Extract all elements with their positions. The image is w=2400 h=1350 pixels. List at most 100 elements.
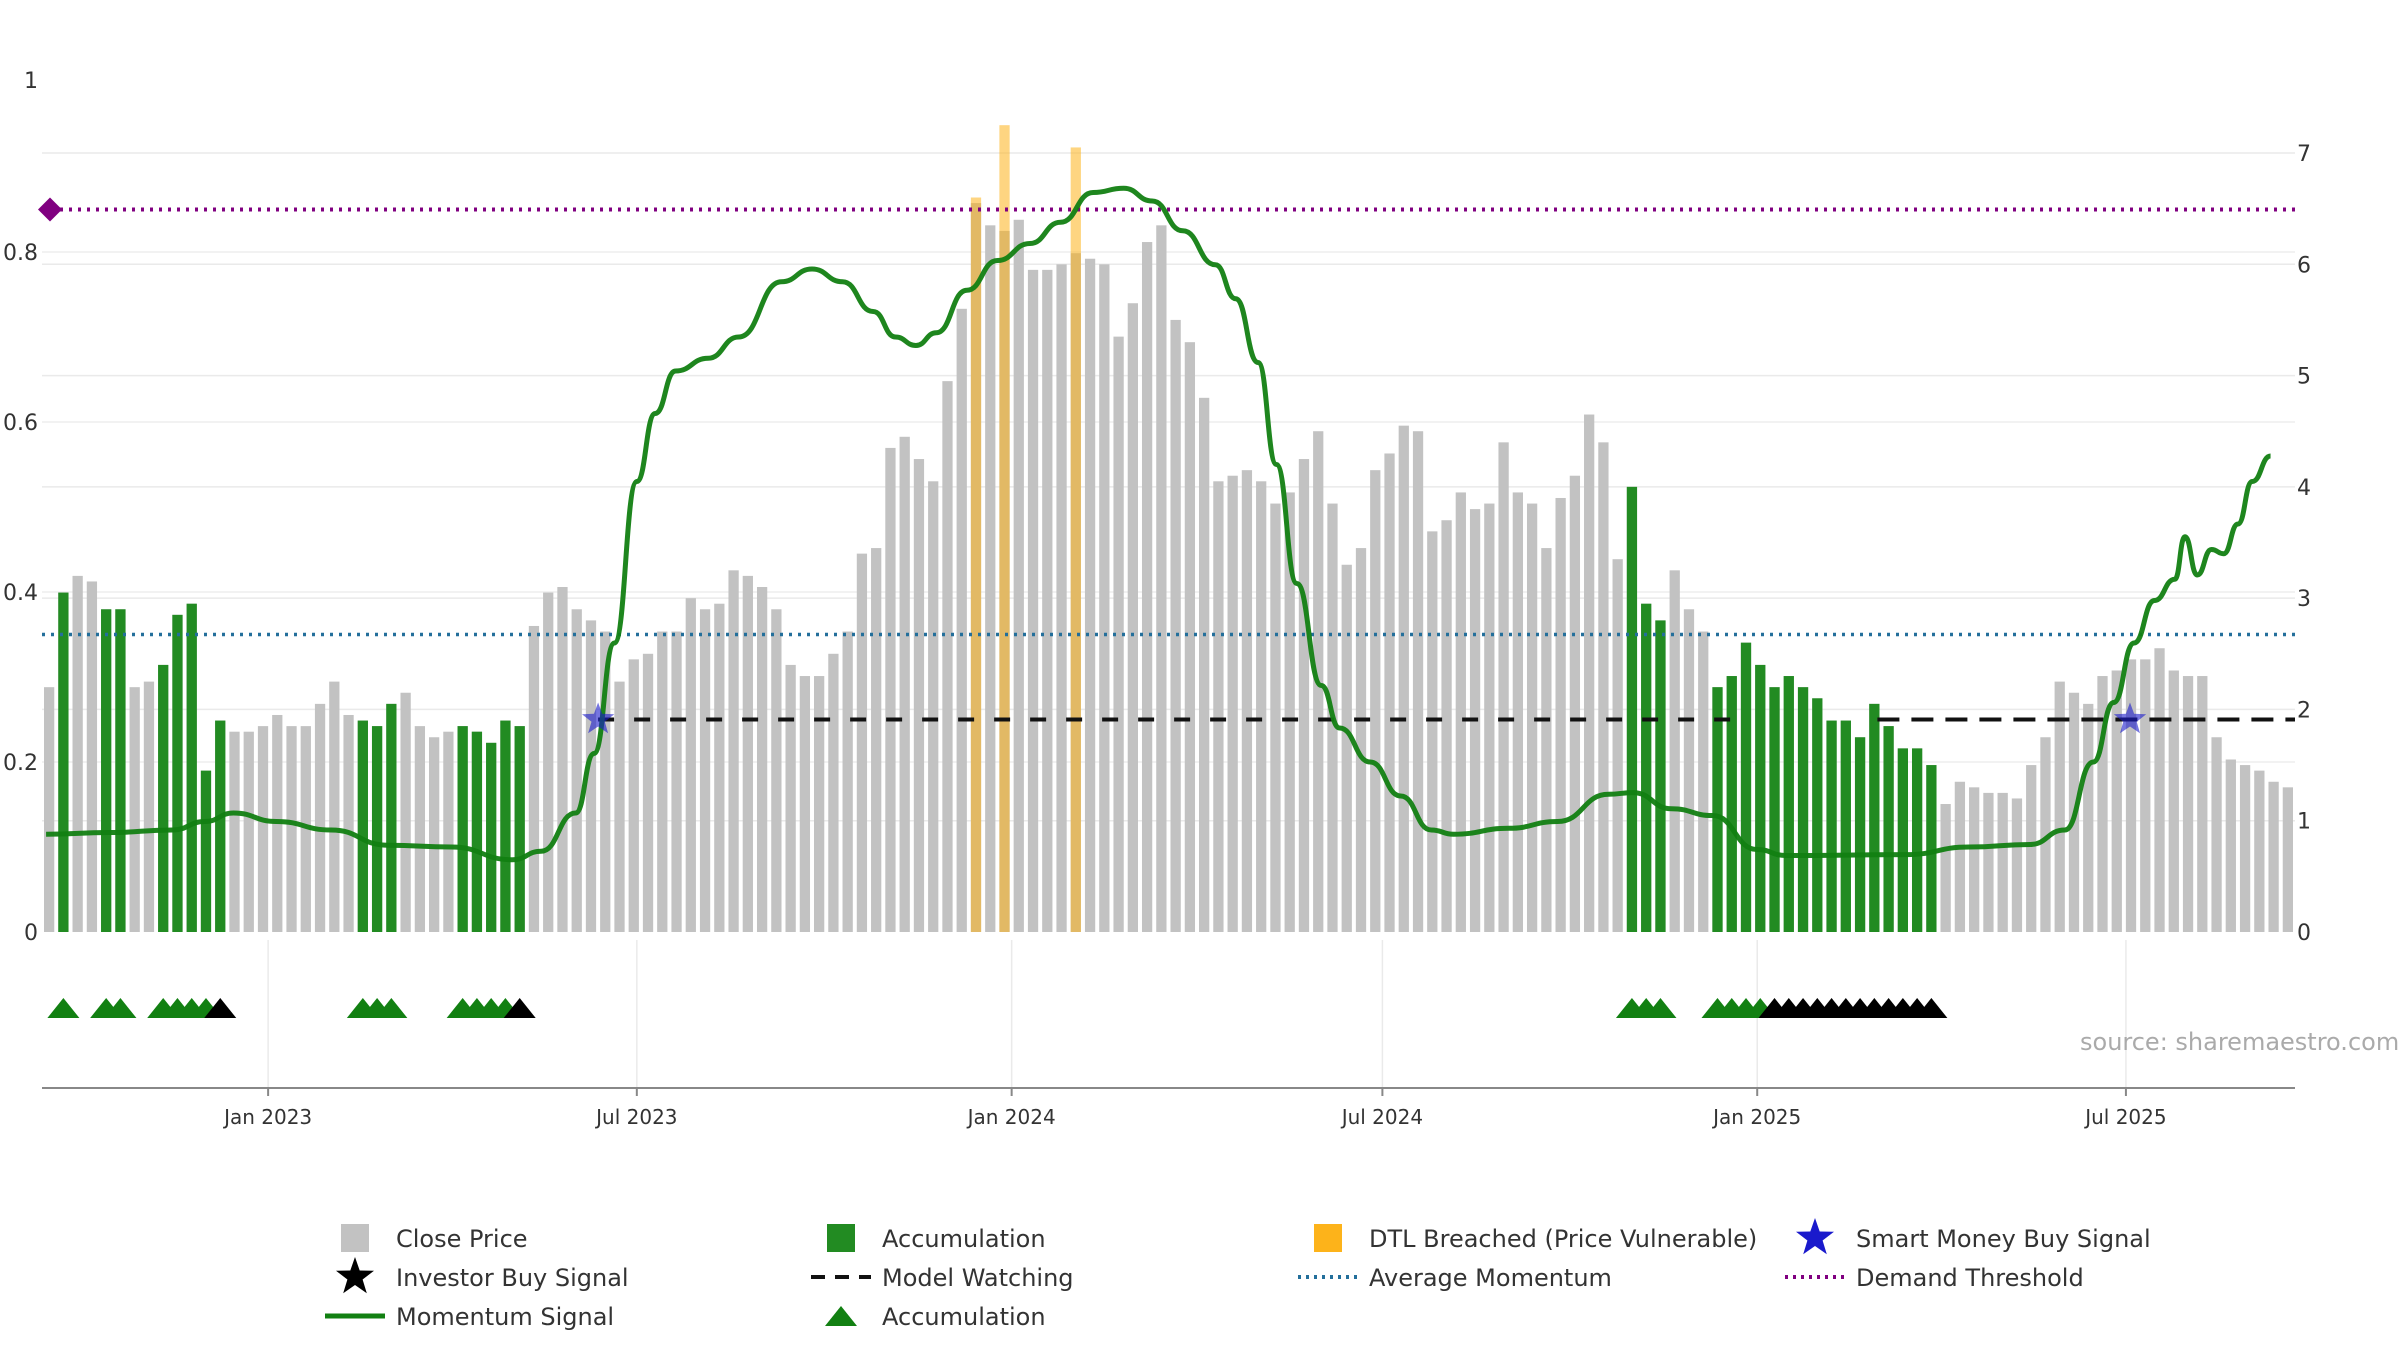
left-tick-label: 0.8	[3, 241, 38, 266]
close-price-bar	[642, 653, 654, 932]
close-price-bar	[785, 664, 796, 932]
accumulation-bar	[1641, 603, 1652, 932]
accumulation-bar	[215, 720, 226, 932]
accumulation-bar	[514, 726, 525, 932]
close-price-bar	[571, 609, 582, 932]
close-price-bar	[1997, 792, 2008, 932]
accumulation-triangle	[47, 998, 80, 1018]
close-price-bar	[2040, 737, 2051, 932]
investor-buy-triangle	[1915, 998, 1948, 1018]
close-price-bar	[985, 225, 996, 933]
close-price-bar	[1526, 503, 1538, 932]
close-price-bar	[956, 308, 967, 932]
close-price-bar	[2083, 703, 2094, 932]
close-price-bar	[1598, 442, 1609, 932]
legend-label: Model Watching	[882, 1264, 1074, 1292]
right-tick-label: 7	[2297, 142, 2311, 167]
right-tick-label: 3	[2297, 587, 2311, 612]
x-tick-label: Jan 2024	[966, 1105, 1056, 1129]
close-price-bar	[1256, 481, 1267, 932]
close-price-bar	[1512, 492, 1523, 932]
close-price-bar	[429, 737, 440, 932]
close-price-bar	[2026, 765, 2037, 932]
close-price-bar	[300, 726, 311, 932]
close-price-bar	[1398, 425, 1409, 932]
accumulation-bar	[1783, 676, 1794, 932]
close-price-bar	[1983, 792, 1994, 932]
legend-item: Close Price	[341, 1224, 528, 1253]
x-tick-label: Jul 2024	[1340, 1105, 1423, 1129]
legend-label: Demand Threshold	[1856, 1264, 2084, 1292]
left-tick-label: 0.2	[3, 751, 38, 776]
close-price-bar	[1113, 336, 1124, 932]
close-price-bar	[1683, 609, 1695, 932]
legend-star-icon	[1796, 1218, 1834, 1255]
close-price-bar	[685, 598, 696, 932]
legend-square-icon	[827, 1224, 855, 1252]
right-tick-label: 6	[2297, 253, 2311, 278]
markers-layer	[47, 702, 2147, 1018]
close-price-bar	[528, 625, 540, 932]
close-price-bar	[243, 731, 254, 932]
close-price-bar	[2154, 648, 2165, 932]
close-price-bar	[1027, 269, 1039, 933]
legend-square-icon	[341, 1224, 369, 1252]
close-price-bar	[1498, 442, 1509, 932]
close-price-bar	[828, 653, 839, 932]
smart-money-star	[2113, 702, 2147, 734]
close-price-bar	[1284, 492, 1295, 932]
close-price-bar	[1698, 631, 1709, 932]
close-price-bar	[885, 447, 896, 932]
accumulation-bar	[1769, 687, 1780, 932]
source-label: source: sharemaestro.com	[2080, 1028, 2399, 1056]
close-price-bar	[1270, 503, 1281, 932]
accumulation-bar	[200, 770, 212, 932]
close-price-bar	[600, 631, 611, 932]
close-price-bar	[1084, 258, 1096, 932]
close-price-bar	[443, 731, 454, 932]
close-price-bar	[814, 676, 825, 932]
close-price-bar	[2182, 676, 2194, 932]
close-price-bar	[1355, 548, 1367, 932]
legend-item: Model Watching	[811, 1264, 1074, 1292]
x-tick-label: Jan 2025	[1711, 1105, 1801, 1129]
legend-item: Demand Threshold	[1785, 1264, 2084, 1292]
accumulation-triangle	[1644, 998, 1677, 1018]
legend-label: Investor Buy Signal	[396, 1264, 629, 1292]
close-price-bar	[2282, 787, 2294, 932]
legend-item: Momentum Signal	[325, 1303, 614, 1331]
close-price-bar	[1412, 431, 1424, 932]
close-price-bar	[756, 587, 768, 932]
close-price-bar	[1170, 319, 1181, 932]
left-tick-label: 0.6	[3, 411, 38, 436]
accumulation-bar	[357, 720, 368, 932]
legend-item: Accumulation	[825, 1303, 1046, 1331]
close-price-bar	[1141, 242, 1153, 932]
close-price-bar	[286, 726, 297, 932]
accumulation-bar	[386, 703, 397, 932]
left-tick-label: 1	[24, 69, 38, 94]
grid-layer	[42, 152, 2295, 1088]
right-tick-label: 0	[2297, 921, 2311, 946]
close-price-bar	[699, 609, 711, 932]
close-price-bar	[871, 548, 882, 932]
close-price-bar	[614, 681, 625, 932]
accumulation-bar	[1926, 765, 1937, 932]
dtl-breached-bar	[970, 197, 982, 932]
right-tick-label: 2	[2297, 698, 2311, 723]
accumulation-bar	[1840, 720, 1851, 932]
close-price-bar	[2111, 670, 2122, 932]
close-price-bar	[1569, 475, 1581, 932]
accumulation-bar	[115, 609, 126, 932]
close-price-bar	[557, 587, 568, 932]
close-price-bar	[1042, 269, 1053, 933]
accumulation-triangle	[375, 998, 408, 1018]
accumulation-bar	[486, 742, 497, 932]
legend-label: Smart Money Buy Signal	[1856, 1225, 2151, 1253]
close-price-bar	[257, 726, 269, 932]
close-price-bar	[899, 436, 910, 932]
investor-buy-triangle	[503, 998, 536, 1018]
accumulation-bar	[58, 592, 69, 932]
close-price-bar	[2011, 798, 2023, 932]
